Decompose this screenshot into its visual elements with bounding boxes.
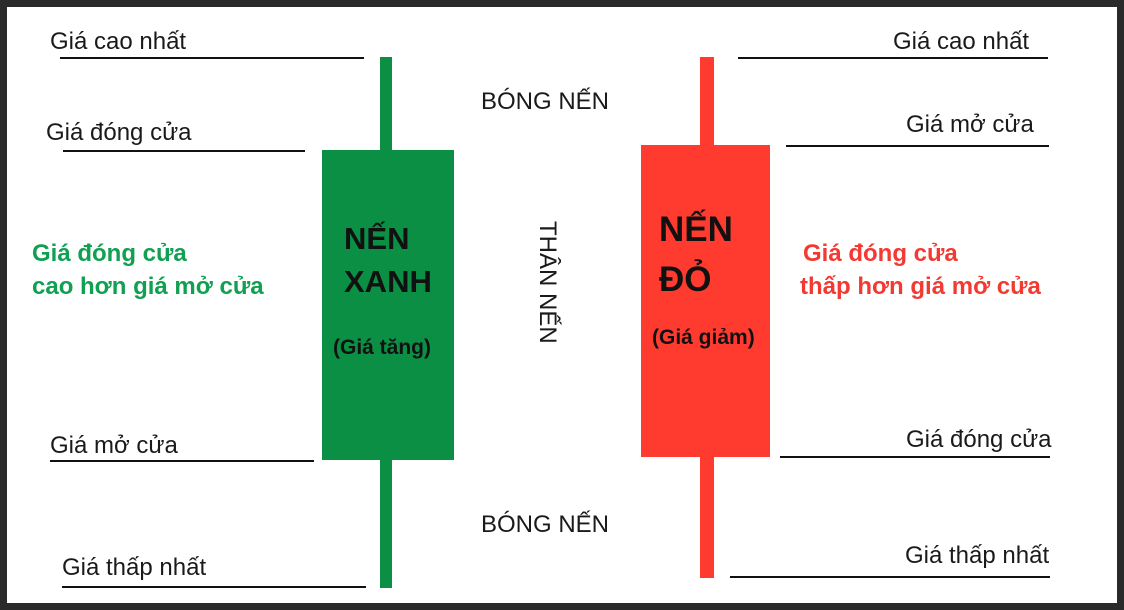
green-open-line [50,460,314,462]
green-close-label: Giá đóng cửa [46,119,192,146]
red-candle-body [641,145,770,457]
red-note-line2: thấp hơn giá mở cửa [800,273,1041,300]
green-candle-title-line2: XANH [344,264,432,299]
red-close-line [780,456,1050,458]
red-note-line1: Giá đóng cửa [803,240,958,267]
green-note-line1: Giá đóng cửa [32,240,187,267]
green-note-line2: cao hơn giá mở cửa [32,273,264,300]
red-open-label: Giá mở cửa [906,111,1034,138]
red-open-line [786,145,1049,147]
green-low-label: Giá thấp nhất [62,554,207,581]
red-low-line [730,576,1050,578]
green-candle-title-line1: NẾN [344,221,410,256]
green-open-label: Giá mở cửa [50,432,178,459]
red-candle-subtitle: (Giá giảm) [652,326,755,349]
shadow-bottom-label: BÓNG NẾN [481,511,610,538]
red-candle-title-line2: ĐỎ [659,260,712,299]
green-candle-subtitle: (Giá tăng) [333,336,431,359]
green-high-label: Giá cao nhất [50,28,187,55]
green-high-line [60,57,364,59]
red-high-label: Giá cao nhất [893,28,1030,55]
green-candle-body [322,150,454,460]
red-low-label: Giá thấp nhất [905,542,1050,569]
red-candle-title-line1: NẾN [659,210,733,249]
red-close-label: Giá đóng cửa [906,426,1052,453]
green-close-line [63,150,305,152]
green-low-line [62,586,366,588]
shadow-top-label: BÓNG NẾN [481,88,610,115]
red-high-line [738,57,1048,59]
body-label: THÂN NẾN [534,221,561,344]
